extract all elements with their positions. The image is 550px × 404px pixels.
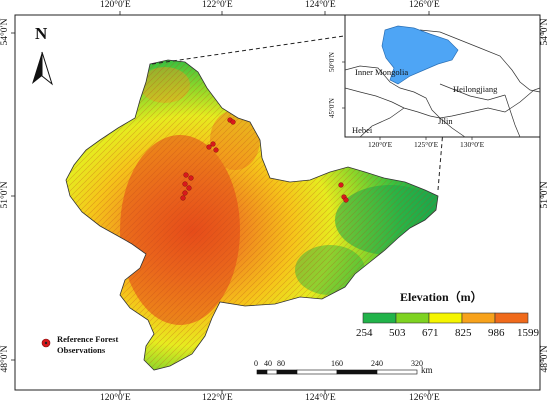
lon-label-bottom-3: 124°0′E: [305, 393, 336, 403]
lat-label-left-2: 51°0′N: [0, 181, 10, 209]
scale-tick-240: 240: [371, 359, 383, 368]
scale-tick-0: 0: [254, 359, 258, 368]
north-arrow-icon: [32, 51, 53, 86]
lon-label-bottom-2: 122°0′E: [202, 393, 233, 403]
lat-label-left-1: 54°0′N: [0, 18, 10, 46]
lon-label-top-2: 122°0′E: [202, 0, 233, 10]
lat-label-left-3: 48°0′N: [0, 345, 10, 373]
north-arrow-label: N: [35, 24, 48, 43]
legend-break-1599: 1599: [517, 327, 539, 339]
legend-break-986: 986: [488, 327, 505, 339]
inset-lon-tick-1: 120°0′E: [368, 140, 393, 149]
lon-label-bottom-1: 120°0′E: [100, 393, 131, 403]
inset-lat-tick-2: 45°0′N: [327, 98, 336, 118]
elevation-color-ramp: [362, 312, 529, 324]
lat-label-right-2: 51°0′N: [540, 181, 550, 209]
lat-label-right-3: 48°0′N: [540, 345, 550, 373]
graticule-ticks: [11, 11, 544, 394]
lon-label-top-1: 120°0′E: [100, 0, 131, 10]
point-legend-label-line2: Observations: [57, 345, 106, 355]
observation-points: [180, 117, 349, 203]
scale-tick-80: 80: [277, 359, 285, 368]
scale-bar: [256, 369, 418, 375]
point-legend-label-line1: Reference Forest: [57, 334, 119, 344]
legend-title: Elevation（m）: [400, 290, 483, 304]
lat-label-right-1: 54°0′N: [540, 18, 550, 46]
scale-tick-320: 320: [411, 359, 423, 368]
observation-legend-marker: [41, 338, 51, 348]
inset-study-area-highlight: [381, 25, 459, 85]
legend-break-671: 671: [422, 327, 439, 339]
inset-label-inner-mongolia: Inner Mongolia: [355, 67, 409, 77]
inset-lat-tick-1: 50°0′N: [327, 52, 336, 72]
inset-locator-map: [342, 14, 541, 140]
legend-break-254: 254: [356, 327, 373, 339]
inset-label-hebei: Hebei: [352, 125, 373, 135]
legend-break-825: 825: [455, 327, 472, 339]
inset-label-heilongjiang: Heilongjiang: [453, 84, 498, 94]
lon-label-top-3: 124°0′E: [305, 0, 336, 10]
lon-label-top-4: 126°0′E: [409, 0, 440, 10]
lon-label-bottom-4: 126°0′E: [409, 393, 440, 403]
inset-lon-tick-2: 125°0′E: [414, 140, 439, 149]
legend-break-503: 503: [389, 327, 406, 339]
scale-unit: km: [421, 365, 433, 375]
scale-tick-160: 160: [331, 359, 343, 368]
inset-label-jilin: Jilin: [438, 116, 453, 126]
inset-lon-tick-3: 130°0′E: [460, 140, 485, 149]
scale-tick-40: 40: [264, 359, 272, 368]
